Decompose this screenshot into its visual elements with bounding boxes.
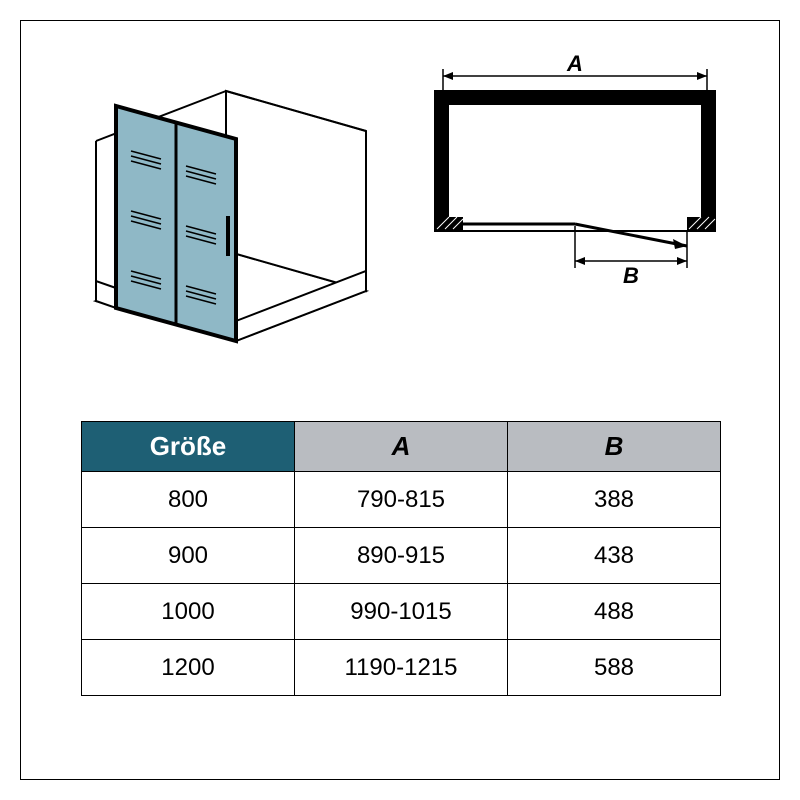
dim-b-label: B <box>623 263 639 288</box>
cell-a: 990-1015 <box>295 584 508 640</box>
cell-a: 890-915 <box>295 528 508 584</box>
table-row: 800 790-815 388 <box>82 472 721 528</box>
cell-size: 1000 <box>82 584 295 640</box>
cell-b: 388 <box>508 472 721 528</box>
col-header-b: B <box>508 422 721 472</box>
cell-size: 1200 <box>82 640 295 696</box>
table-row: 1000 990-1015 488 <box>82 584 721 640</box>
cell-b: 438 <box>508 528 721 584</box>
cell-a: 1190-1215 <box>295 640 508 696</box>
cell-size: 900 <box>82 528 295 584</box>
size-table: Größe A B 800 790-815 388 900 890-915 43… <box>81 421 721 696</box>
table-row: 1200 1190-1215 588 <box>82 640 721 696</box>
isometric-diagram <box>66 41 386 361</box>
cell-size: 800 <box>82 472 295 528</box>
col-header-a: A <box>295 422 508 472</box>
dim-a-label: A <box>566 51 583 76</box>
table-row: 900 890-915 438 <box>82 528 721 584</box>
page-frame: A B Größe A B 800 790-815 <box>20 20 780 780</box>
cell-b: 588 <box>508 640 721 696</box>
col-header-size: Größe <box>82 422 295 472</box>
cell-b: 488 <box>508 584 721 640</box>
cell-a: 790-815 <box>295 472 508 528</box>
diagrams-row: A B <box>51 41 749 381</box>
topview-diagram: A B <box>415 51 735 291</box>
